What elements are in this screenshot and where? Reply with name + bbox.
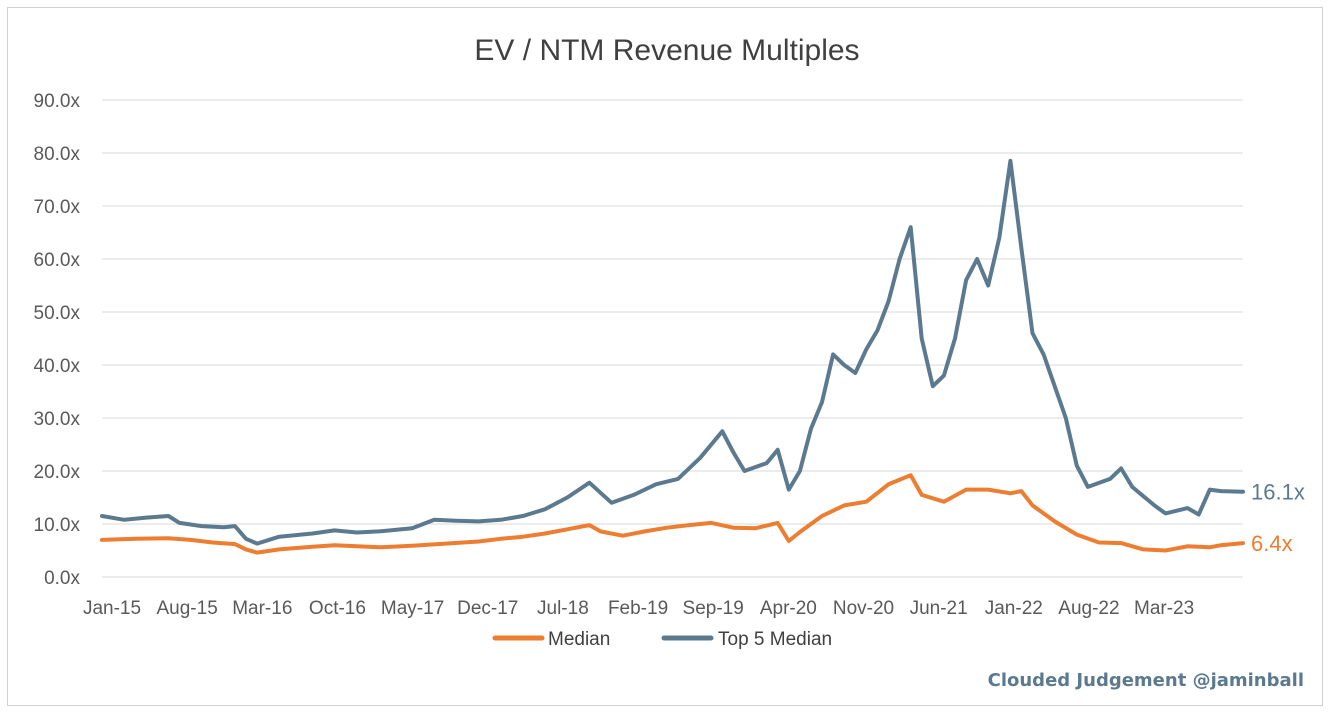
- x-tick-label: May-17: [381, 598, 444, 619]
- end-labels: 6.4x 16.1x: [1251, 480, 1305, 556]
- x-tick-label: Dec-17: [457, 598, 518, 619]
- y-tick-label: 20.0x: [34, 462, 81, 483]
- x-tick-label: Mar-23: [1134, 598, 1194, 619]
- y-tick-label: 90.0x: [34, 91, 81, 112]
- x-tick-label: Mar-16: [232, 598, 292, 619]
- x-tick-label: Jan-22: [985, 598, 1043, 619]
- end-value-label: 6.4x: [1251, 531, 1293, 556]
- y-tick-label: 60.0x: [34, 250, 81, 271]
- x-tick-label: Jun-21: [910, 598, 968, 619]
- y-tick-label: 70.0x: [34, 197, 81, 218]
- chart-frame: [7, 7, 1323, 706]
- y-tick-label: 0.0x: [44, 568, 80, 589]
- y-tick-label: 40.0x: [34, 356, 81, 377]
- legend: Median Top 5 Median: [492, 629, 832, 650]
- series-line-top-5-median: [100, 158, 1245, 546]
- x-tick-label: Sep-19: [683, 598, 744, 619]
- x-tick-label: Aug-15: [157, 598, 218, 619]
- x-tick-label: Jul-18: [537, 598, 589, 619]
- x-tick-label: Nov-20: [833, 598, 894, 619]
- series-line-median: [100, 473, 1245, 555]
- gridlines: [102, 99, 1243, 578]
- x-axis-ticks: Jan-15 Aug-15 Mar-16 Oct-16 May-17 Dec-17 Jul-…: [83, 598, 1194, 619]
- x-tick-label: Jan-15: [83, 598, 141, 619]
- x-tick-label: Feb-19: [608, 598, 668, 619]
- y-axis-ticks: 0.0x 10.0x 20.0x 30.0x 40.0x 50.0x 60.0x 70.0x 8…: [34, 91, 81, 589]
- y-tick-label: 10.0x: [34, 515, 81, 536]
- x-tick-label: Aug-22: [1058, 598, 1119, 619]
- legend-label: Top 5 Median: [718, 629, 832, 650]
- credit-text: Clouded Judgement @jaminball: [988, 670, 1304, 691]
- chart-title: EV / NTM Revenue Multiples: [474, 34, 859, 67]
- y-tick-label: 50.0x: [34, 303, 81, 324]
- end-value-label: 16.1x: [1251, 480, 1305, 505]
- x-tick-label: Oct-16: [309, 598, 366, 619]
- y-tick-label: 30.0x: [34, 409, 81, 430]
- x-tick-label: Apr-20: [760, 598, 817, 619]
- legend-label: Median: [548, 629, 610, 650]
- y-tick-label: 80.0x: [34, 144, 81, 165]
- series-lines: [100, 158, 1245, 555]
